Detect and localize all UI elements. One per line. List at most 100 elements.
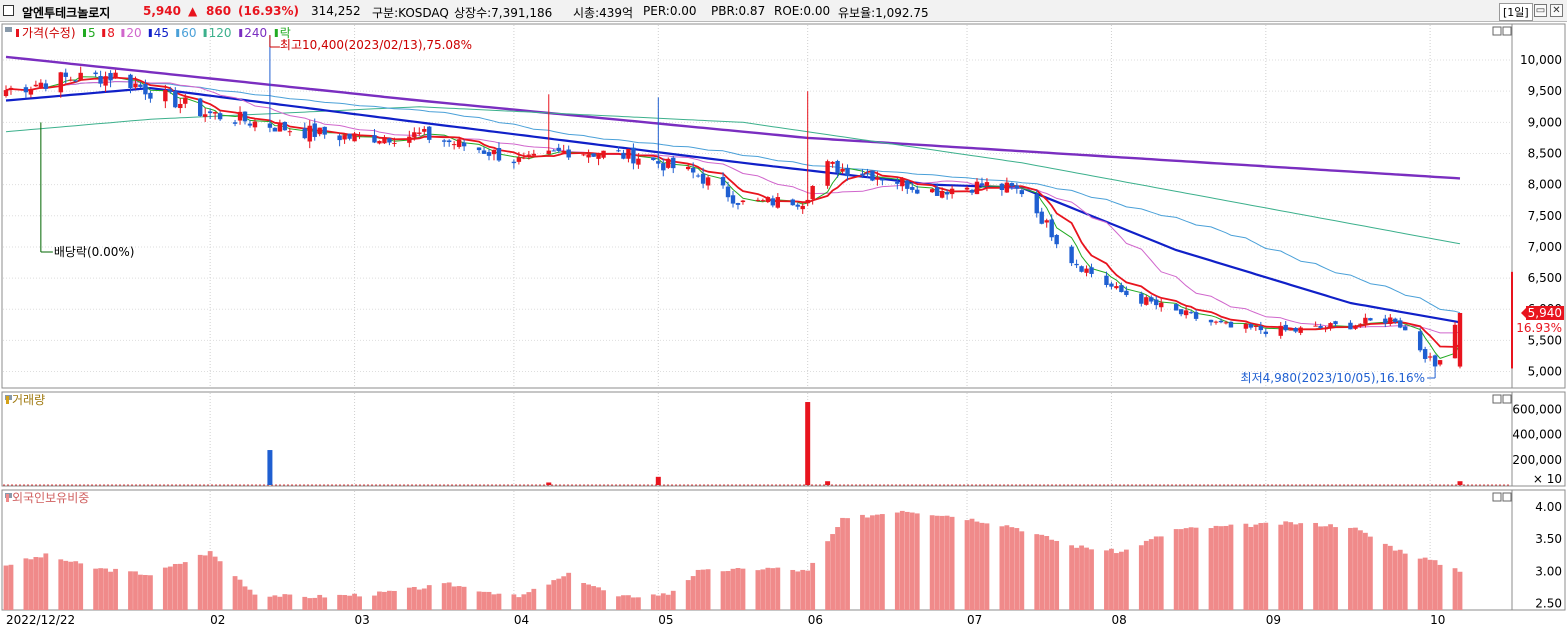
candle-body	[666, 158, 671, 168]
foreign-ratio-bar	[1333, 527, 1338, 610]
volume-bar	[1457, 481, 1463, 485]
foreign-ratio-bar	[1353, 527, 1358, 610]
foreign-ratio-bar	[317, 594, 323, 610]
foreign-ratio-bar	[511, 594, 517, 610]
pane-menu-icon	[5, 27, 12, 32]
candle-body	[860, 173, 865, 176]
candles	[3, 35, 1463, 373]
stock-chart[interactable]: 10,000 9,500 9,000 8,500 8,000 7,500 7,000 6,50…	[0, 22, 1567, 630]
stock-info-bar: 알엔투테크놀로지 5,940 ▲ 860 (16.93%) 314,252 구분…	[0, 0, 1567, 22]
axis-labels: 10,000 9,500 9,000 8,500 8,000 7,500 7,000 6,50…	[6, 26, 1562, 627]
foreign-ratio-bar	[1382, 543, 1388, 610]
foreign-ratio-bar	[670, 590, 676, 610]
candle-body	[456, 139, 462, 147]
candle-body	[1159, 302, 1164, 308]
candle-body	[352, 133, 357, 142]
foreign-ratio-bar	[735, 567, 741, 610]
candle-body	[1114, 286, 1119, 289]
price-tick-label: 7,500	[1528, 209, 1562, 223]
foreign-ratio-bar	[1298, 523, 1304, 610]
foreign-ratio-bar	[426, 585, 432, 610]
price-tick-label: 9,000	[1528, 115, 1562, 129]
candle-body	[461, 142, 467, 147]
candle-body	[476, 147, 482, 151]
candle-body	[875, 177, 880, 180]
candle-body	[242, 111, 248, 122]
legend-swatch	[274, 29, 278, 37]
candle-body	[1193, 312, 1199, 319]
foreign-ratio-bar	[1009, 527, 1015, 610]
legend-ma-label: 45	[154, 26, 169, 40]
candle-body	[1328, 323, 1333, 328]
foreign-ratio-bar	[446, 582, 452, 610]
period-selector[interactable]: [1일]	[1499, 3, 1533, 21]
candle-body	[1019, 190, 1025, 195]
foreign-ratio-bar	[969, 518, 975, 610]
foreign-ratio-bar	[521, 594, 527, 610]
x-tick-label: 2022/12/22	[6, 613, 75, 627]
candle-body	[915, 189, 920, 194]
candle-body	[382, 137, 387, 144]
foreign-ratio-bar	[1019, 531, 1025, 610]
candle-body	[1388, 317, 1393, 325]
candle-body	[1124, 290, 1129, 296]
legend-swatch	[203, 29, 207, 37]
candle-body	[1149, 297, 1154, 302]
candle-body	[1248, 324, 1254, 328]
candle-body	[38, 82, 44, 88]
foreign-ratio-bar	[197, 554, 203, 610]
candle-body	[387, 138, 392, 143]
candle-body	[441, 140, 447, 142]
foreign-ratio-bar	[207, 551, 213, 610]
foreign-ratio-bar	[202, 555, 208, 610]
foreign-ratio-bar	[685, 580, 691, 610]
candle-body	[830, 161, 835, 164]
candle-body	[1313, 325, 1318, 327]
legend-swatch	[6, 396, 9, 404]
candle-body	[1253, 325, 1259, 327]
foreign-ratio-bar	[546, 584, 552, 610]
foreign-ratio-bar	[496, 593, 502, 610]
foreign-ratio-bar	[277, 596, 283, 610]
foreign-ratio-bar	[33, 557, 39, 610]
market-type: 구분:KOSDAQ	[372, 6, 449, 20]
candle-body	[491, 149, 497, 155]
x-tick-label: 02	[210, 613, 225, 627]
foreign-ratio-bar	[73, 561, 79, 610]
candle-body	[1323, 327, 1328, 330]
candle-body	[217, 113, 223, 120]
candle-body	[272, 127, 278, 132]
candle-body	[68, 79, 73, 81]
restore-button[interactable]: ▭	[1534, 4, 1547, 17]
volume-title: 거래량	[12, 393, 45, 407]
candle-body	[1154, 299, 1159, 306]
candle-body	[596, 154, 601, 159]
candle-body	[33, 84, 39, 87]
x-tick-label: 10	[1430, 613, 1445, 627]
foreign-ratio-bar	[690, 576, 696, 610]
candle-body	[1223, 322, 1229, 324]
foreign-ratio-bar	[1293, 524, 1299, 610]
candle-body	[631, 147, 636, 164]
x-tick-label: 04	[514, 613, 529, 627]
foreign-ratio-bar	[108, 571, 113, 610]
candle-body	[895, 181, 900, 184]
foreign-ratio-bar	[78, 563, 84, 610]
close-button[interactable]: ✕	[1550, 4, 1563, 17]
candle-body	[1084, 268, 1089, 273]
foreign-ratio-bar	[391, 590, 397, 610]
select-checkbox[interactable]	[3, 5, 14, 16]
legend-swatch	[83, 29, 86, 37]
candle-body	[3, 90, 9, 97]
candle-body	[516, 157, 522, 162]
candle-body	[451, 144, 457, 146]
foreign-ratio-bar	[1193, 527, 1199, 610]
foreign-ratio-bar	[1183, 528, 1189, 610]
foreign-ratio-bar	[825, 541, 831, 610]
candle-body	[207, 111, 213, 114]
candle-body	[422, 129, 427, 132]
candle-body	[755, 199, 761, 201]
foreign-ratio-bar	[247, 589, 253, 610]
foreign-ratio-bar	[1143, 540, 1149, 610]
candle-body	[725, 186, 731, 198]
